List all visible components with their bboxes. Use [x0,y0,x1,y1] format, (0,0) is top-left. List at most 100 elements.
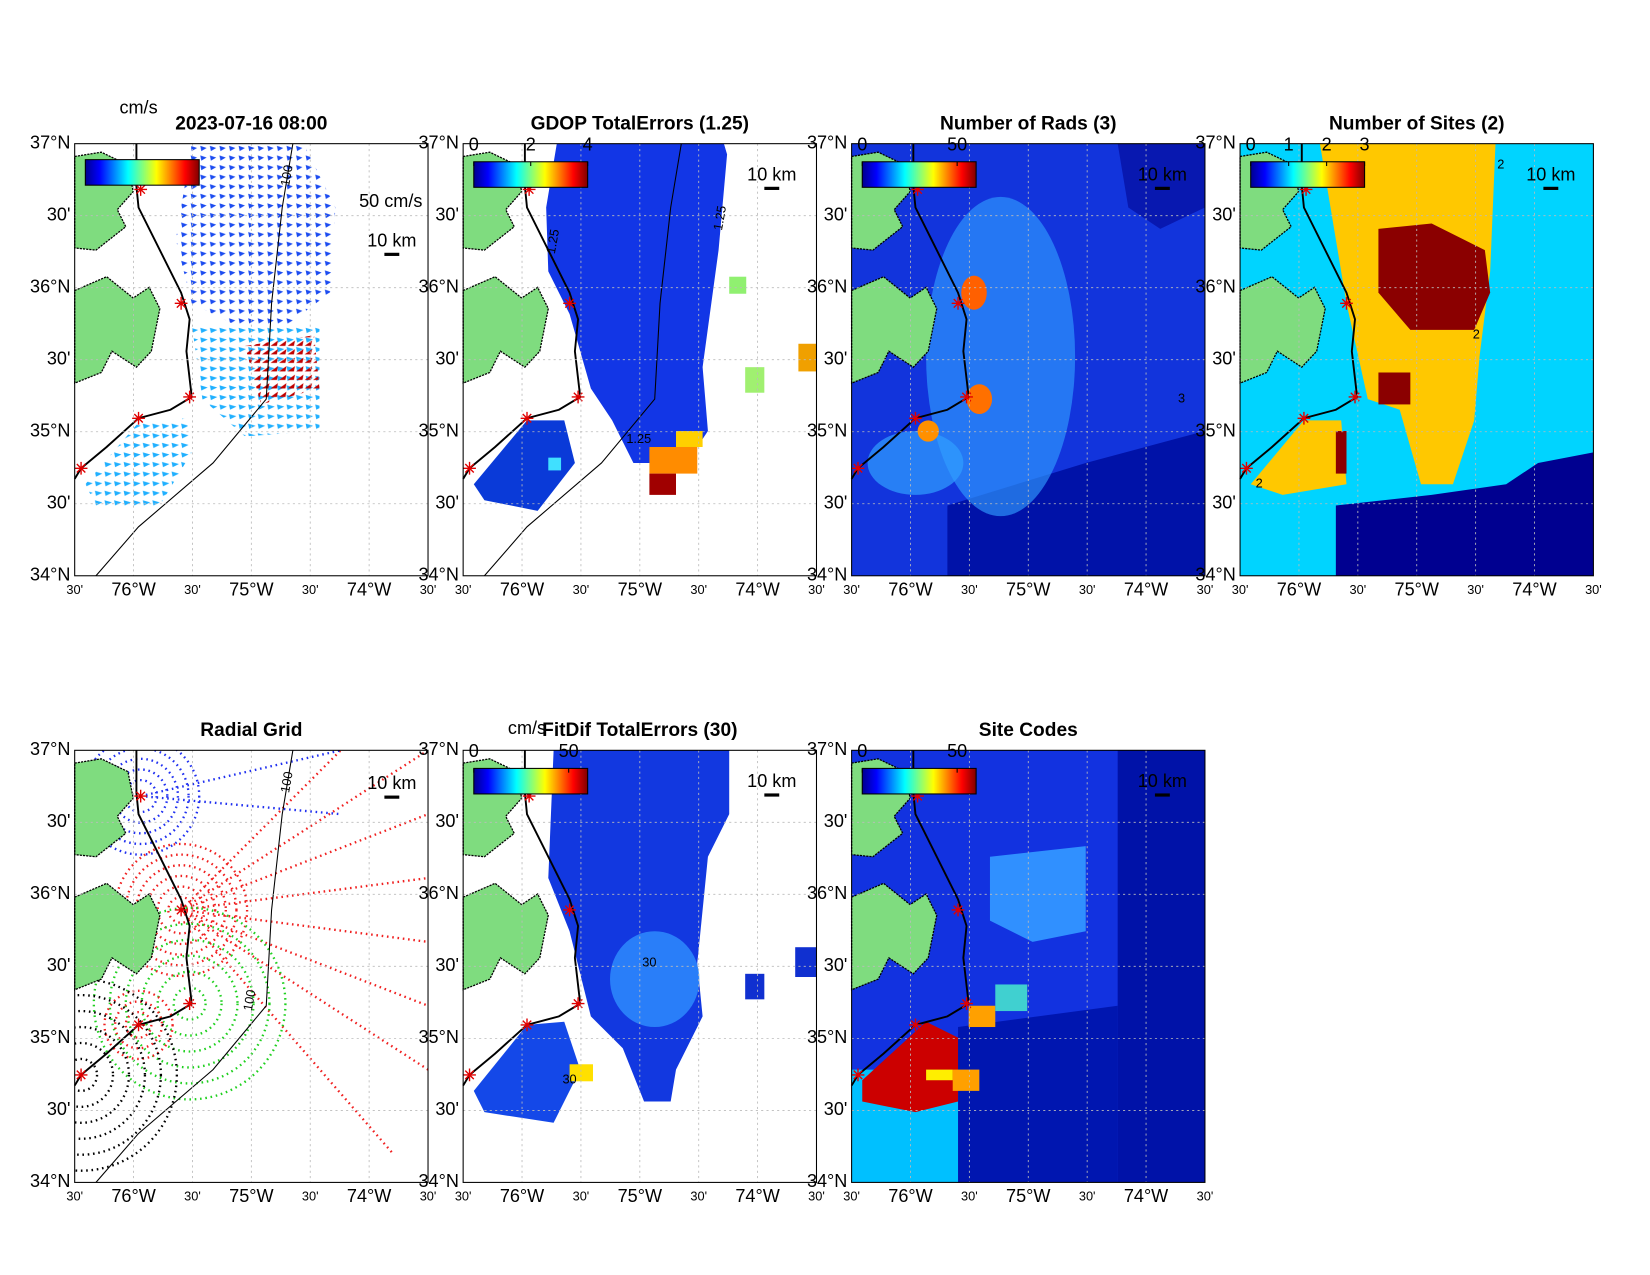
panel-title: Site Codes [979,720,1078,741]
lat-label: 37°N [418,739,458,759]
panel: 37°N30'36°N30'35°N30'34°N30' 76°W 30' 75°W 3… [418,114,824,600]
colorbar-tick-label: 2 [1322,135,1332,155]
lat-label: 34°N [418,1171,458,1191]
lat-label: 30' [435,493,459,513]
lon-label: 30' [184,1189,201,1204]
colorbar-tick-label: 0 [469,135,479,155]
lon-label: 30' [843,1189,860,1204]
lat-label: 34°N [1195,565,1235,585]
lat-label: 30' [824,493,848,513]
lat-label: 35°N [807,1027,847,1047]
scale-bar-label: 10 km [367,230,416,250]
colorbar-label: cm/s [508,718,546,738]
lon-label: 30' [455,1189,472,1204]
lat-label: 36°N [807,883,847,903]
scale-bar-label: 10 km [1138,164,1187,184]
lat-label: 35°N [418,421,458,441]
lon-label: 30' [808,582,825,597]
colorbar-tick-label: 0 [1246,135,1256,155]
lat-label: 35°N [1195,421,1235,441]
lon-label: 30' [690,582,707,597]
lat-label: 36°N [418,883,458,903]
panel-title: Radial Grid [200,720,302,741]
lon-label: 75°W [618,1186,662,1206]
axes-frame [74,143,429,577]
contour-label: 100 [277,770,295,794]
lat-label: 37°N [418,132,458,152]
lat-label: 30' [47,955,71,975]
panel: 37°N30'36°N30'35°N30'34°N30' 76°W 30' 75°W 3… [807,114,1213,600]
lat-label: 30' [47,1099,71,1119]
lon-label: 30' [66,582,83,597]
lat-label: 37°N [1195,132,1235,152]
lat-label: 36°N [30,883,70,903]
lat-label: 30' [824,955,848,975]
lon-label: 74°W [735,1186,779,1206]
lat-label: 36°N [418,276,458,296]
lat-label: 34°N [418,565,458,585]
panel-title: 2023-07-16 08:00 [175,114,327,135]
scale-bar-label: 10 km [367,773,416,793]
panel-title: FitDif TotalErrors (30) [542,720,737,741]
panel: 37°N30'36°N30'35°N30'34°N30' 76°W 30' 75°W 3… [418,718,824,1206]
lon-label: 30' [1467,582,1484,597]
lat-label: 35°N [30,1027,70,1047]
lon-label: 30' [1197,582,1214,597]
colorbar [473,767,589,795]
lat-label: 34°N [30,565,70,585]
lat-label: 35°N [30,421,70,441]
panel: 37°N30'36°N30'35°N30'34°N30' 76°W 30' 75°W 3… [1195,114,1601,600]
lon-label: 75°W [229,579,273,599]
lat-label: 37°N [30,132,70,152]
lat-label: 30' [435,349,459,369]
colorbar-tick-label: 50 [559,741,579,761]
colorbar [861,161,977,188]
lon-label: 76°W [888,579,932,599]
panel: 37°N30'36°N30'35°N30'34°N30' 76°W 30' 75°W 3… [30,97,436,599]
vector-scale: 50 cm/s [359,191,422,211]
lon-label: 76°W [1277,579,1321,599]
scale-bar-label: 10 km [747,164,796,184]
lon-label: 30' [1197,1189,1214,1204]
lat-label: 34°N [807,1171,847,1191]
contour-label: 100 [277,164,295,188]
lat-label: 34°N [807,565,847,585]
panel-title: Number of Sites (2) [1329,114,1504,135]
lon-label: 76°W [888,1186,932,1206]
lat-label: 30' [435,204,459,224]
colorbar [1250,161,1366,188]
lon-label: 30' [184,582,201,597]
axes-frame [74,749,429,1183]
scale-bar-label: 10 km [1526,164,1575,184]
lat-label: 30' [824,811,848,831]
lon-label: 30' [66,1189,83,1204]
lon-label: 74°W [1124,579,1168,599]
lat-label: 36°N [30,276,70,296]
lat-label: 37°N [30,739,70,759]
lon-label: 30' [1079,582,1096,597]
lon-label: 76°W [111,579,155,599]
lat-label: 30' [824,349,848,369]
colorbar-tick-label: 4 [583,135,593,155]
colorbar-tick-label: 2 [526,135,536,155]
lon-label: 30' [573,582,590,597]
lon-label: 30' [843,582,860,597]
colorbar-tick-label: 3 [1360,135,1370,155]
lon-label: 30' [573,1189,590,1204]
lat-label: 30' [435,955,459,975]
contour-label: 1.25 [543,228,562,255]
lat-label: 36°N [1195,276,1235,296]
lon-label: 75°W [1006,579,1050,599]
lon-label: 30' [302,1189,319,1204]
contour-label: 2 [1473,327,1480,342]
colorbar-tick-label: 0 [469,741,479,761]
axes-frame [1239,143,1594,577]
lon-label: 75°W [1006,1186,1050,1206]
lon-label: 30' [420,582,437,597]
panel: 37°N30'36°N30'35°N30'34°N30' 76°W 30' 75°W 3… [30,720,436,1206]
colorbar-tick-label: 50 [947,741,967,761]
contour-label: 1.25 [626,431,651,446]
lat-label: 30' [47,349,71,369]
lon-label: 30' [455,582,472,597]
